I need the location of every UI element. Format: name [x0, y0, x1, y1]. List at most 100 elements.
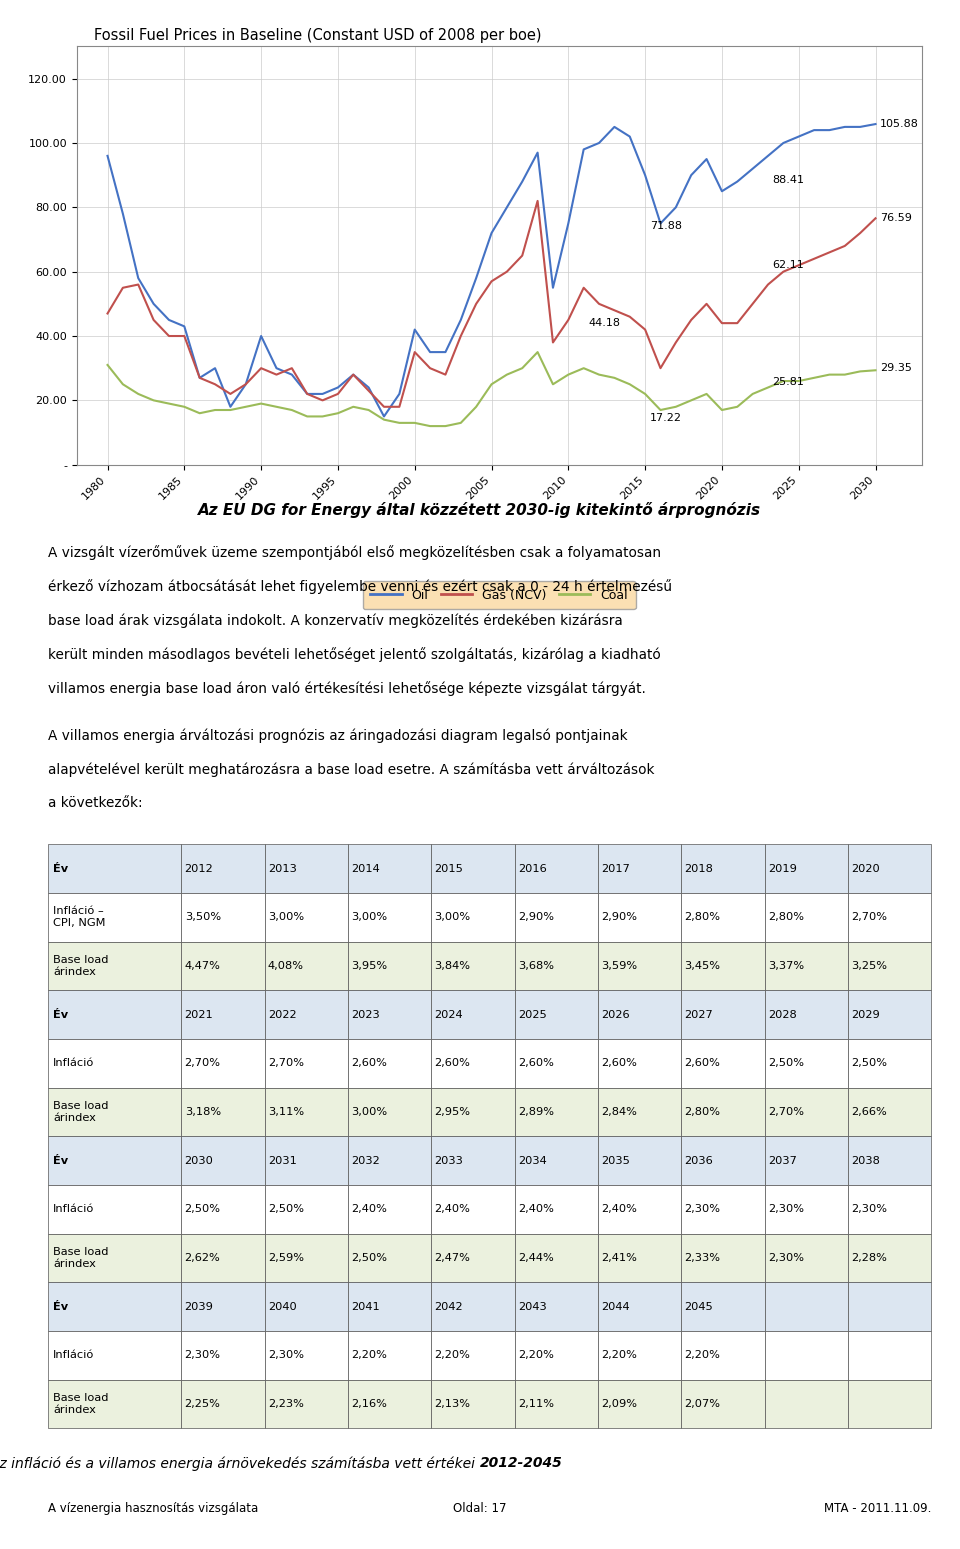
Text: A villamos energia árváltozási prognózis az áringadozási diagram legalsó pontjai: A villamos energia árváltozási prognózis…	[48, 728, 628, 742]
Text: 2034: 2034	[518, 1156, 546, 1165]
Text: 2,16%: 2,16%	[351, 1399, 387, 1410]
Text: 2,09%: 2,09%	[601, 1399, 637, 1410]
Text: 2,90%: 2,90%	[601, 912, 637, 922]
Text: 2,11%: 2,11%	[518, 1399, 554, 1410]
Text: Év: Év	[54, 1156, 68, 1165]
Text: 2,60%: 2,60%	[684, 1058, 720, 1069]
Text: 2035: 2035	[601, 1156, 630, 1165]
Text: 2,70%: 2,70%	[184, 1058, 221, 1069]
Text: 2,40%: 2,40%	[351, 1204, 387, 1214]
Text: 71.88: 71.88	[650, 222, 682, 231]
Text: 2024: 2024	[435, 1010, 464, 1019]
Text: 2,62%: 2,62%	[184, 1253, 221, 1262]
Text: 44.18: 44.18	[588, 318, 620, 327]
Text: 2,20%: 2,20%	[435, 1351, 470, 1360]
Text: 2013: 2013	[268, 863, 297, 874]
Text: 2,80%: 2,80%	[684, 912, 721, 922]
Text: 2,07%: 2,07%	[684, 1399, 721, 1410]
Text: 3,11%: 3,11%	[268, 1108, 304, 1117]
Text: 2,30%: 2,30%	[768, 1253, 804, 1262]
Text: 2043: 2043	[518, 1301, 546, 1312]
Text: 2019: 2019	[768, 863, 797, 874]
Text: 2030: 2030	[184, 1156, 213, 1165]
Text: 2015: 2015	[435, 863, 464, 874]
Text: 3,59%: 3,59%	[601, 960, 637, 971]
Text: Infláció: Infláció	[54, 1204, 95, 1214]
Text: Év: Év	[54, 1301, 68, 1312]
Legend: Oil, Gas (NCV), Coal: Oil, Gas (NCV), Coal	[363, 581, 636, 609]
Text: Év: Év	[54, 1010, 68, 1019]
Text: Az infláció és a villamos energia árnövekedés számításba vett értékei: Az infláció és a villamos energia árnöve…	[0, 1456, 480, 1470]
Text: 2,80%: 2,80%	[768, 912, 804, 922]
Text: 2016: 2016	[518, 863, 546, 874]
Text: 2026: 2026	[601, 1010, 630, 1019]
Text: 88.41: 88.41	[773, 175, 804, 186]
Text: 2,50%: 2,50%	[351, 1253, 387, 1262]
Text: Base load
árindex: Base load árindex	[54, 1247, 108, 1269]
Text: 2,80%: 2,80%	[684, 1108, 721, 1117]
Text: a következők:: a következők:	[48, 796, 143, 810]
Text: 2,95%: 2,95%	[435, 1108, 470, 1117]
Text: 2037: 2037	[768, 1156, 797, 1165]
Text: 3,00%: 3,00%	[351, 912, 388, 922]
Text: 2,70%: 2,70%	[268, 1058, 304, 1069]
Text: 2,60%: 2,60%	[518, 1058, 554, 1069]
Text: 2,59%: 2,59%	[268, 1253, 304, 1262]
Text: 2,60%: 2,60%	[351, 1058, 387, 1069]
Text: 2042: 2042	[435, 1301, 464, 1312]
Text: Az EU DG for Energy által közzétett 2030-ig kitekintő árprognózis: Az EU DG for Energy által közzétett 2030…	[199, 502, 761, 517]
Text: 29.35: 29.35	[880, 362, 912, 373]
Text: került minden másodlagos bevételi lehetőséget jelentő szolgáltatás, kizárólag a : került minden másodlagos bevételi lehető…	[48, 647, 660, 663]
Text: 2,20%: 2,20%	[518, 1351, 554, 1360]
Text: 2029: 2029	[852, 1010, 880, 1019]
Text: 76.59: 76.59	[880, 214, 912, 223]
Text: 2027: 2027	[684, 1010, 713, 1019]
Text: 2,50%: 2,50%	[852, 1058, 887, 1069]
Text: Év: Év	[54, 863, 68, 874]
Text: Base load
árindex: Base load árindex	[54, 1393, 108, 1414]
Text: 4,08%: 4,08%	[268, 960, 304, 971]
Text: 3,95%: 3,95%	[351, 960, 388, 971]
Text: 2025: 2025	[518, 1010, 546, 1019]
Text: 2045: 2045	[684, 1301, 713, 1312]
Text: 2041: 2041	[351, 1301, 380, 1312]
Text: 2012-2045: 2012-2045	[480, 1456, 563, 1470]
Text: 3,00%: 3,00%	[268, 912, 304, 922]
Text: 2,40%: 2,40%	[435, 1204, 470, 1214]
Text: 2033: 2033	[435, 1156, 464, 1165]
Text: 2,30%: 2,30%	[684, 1204, 721, 1214]
Text: 2,40%: 2,40%	[601, 1204, 637, 1214]
Text: 2,60%: 2,60%	[601, 1058, 637, 1069]
Text: 2,20%: 2,20%	[601, 1351, 637, 1360]
Text: 2,30%: 2,30%	[852, 1204, 887, 1214]
Text: 2,90%: 2,90%	[518, 912, 554, 922]
Text: Infláció: Infláció	[54, 1351, 95, 1360]
Text: 2,70%: 2,70%	[852, 912, 887, 922]
Text: 3,37%: 3,37%	[768, 960, 804, 971]
Text: 2,20%: 2,20%	[684, 1351, 720, 1360]
Text: 2022: 2022	[268, 1010, 297, 1019]
Text: 2012: 2012	[184, 863, 213, 874]
Text: 2031: 2031	[268, 1156, 297, 1165]
Text: 2032: 2032	[351, 1156, 380, 1165]
Text: alapvételével került meghatározásra a base load esetre. A számításba vett árvált: alapvételével került meghatározásra a ba…	[48, 762, 655, 776]
Text: 2044: 2044	[601, 1301, 630, 1312]
Text: 3,84%: 3,84%	[435, 960, 470, 971]
Text: 2,30%: 2,30%	[184, 1351, 221, 1360]
Text: A vízenergia hasznosítás vizsgálata: A vízenergia hasznosítás vizsgálata	[48, 1503, 258, 1515]
Text: 3,68%: 3,68%	[518, 960, 554, 971]
Text: 25.81: 25.81	[773, 376, 804, 387]
Text: 2,50%: 2,50%	[268, 1204, 304, 1214]
Text: 2,30%: 2,30%	[268, 1351, 304, 1360]
Text: 2,50%: 2,50%	[768, 1058, 804, 1069]
Text: 2,84%: 2,84%	[601, 1108, 637, 1117]
Text: A vizsgált vízerőművek üzeme szempontjából első megközelítésben csak a folyamato: A vizsgált vízerőművek üzeme szempontjáb…	[48, 545, 661, 561]
Text: 2,89%: 2,89%	[518, 1108, 554, 1117]
Text: 2,50%: 2,50%	[184, 1204, 221, 1214]
Text: 2020: 2020	[852, 863, 880, 874]
Text: 2018: 2018	[684, 863, 713, 874]
Text: 105.88: 105.88	[880, 119, 919, 129]
Text: 3,45%: 3,45%	[684, 960, 721, 971]
Text: 2,25%: 2,25%	[184, 1399, 221, 1410]
Text: 2039: 2039	[184, 1301, 213, 1312]
